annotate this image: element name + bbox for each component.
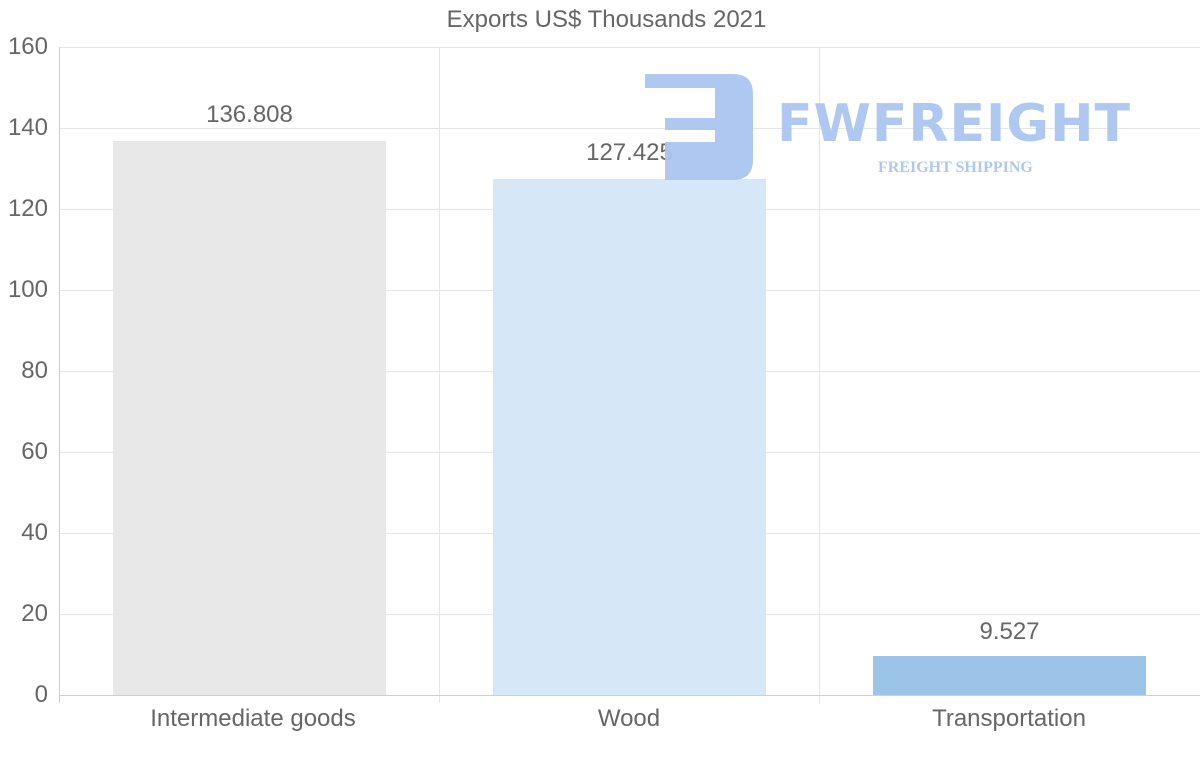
bar-transportation[interactable] [873, 656, 1146, 695]
gridline [819, 47, 820, 703]
gridline [439, 47, 440, 703]
x-label-transportation: Transportation [932, 705, 1086, 732]
y-tick-60: 60 [21, 438, 48, 465]
y-tick-160: 160 [7, 33, 48, 60]
y-tick-20: 20 [21, 600, 48, 627]
plot-area: 136.808 127.425 9.527 [59, 47, 1200, 703]
bar-value-label: 136.808 [206, 101, 293, 128]
y-tick-140: 140 [7, 114, 48, 141]
y-tick-120: 120 [7, 195, 48, 222]
bar-value-label: 127.425 [586, 139, 673, 166]
x-axis-line [59, 695, 1200, 696]
x-label-intermediate-goods: Intermediate goods [150, 705, 356, 732]
y-axis-line [59, 47, 60, 703]
chart-title: Exports US$ Thousands 2021 [446, 6, 767, 33]
gridline [59, 128, 1200, 129]
y-tick-0: 0 [34, 681, 48, 708]
bar-intermediate-goods[interactable] [113, 141, 386, 695]
y-tick-100: 100 [7, 276, 48, 303]
y-tick-40: 40 [21, 519, 48, 546]
bar-value-label: 9.527 [979, 618, 1040, 645]
gridline [59, 47, 1200, 48]
x-label-wood: Wood [597, 705, 661, 732]
y-tick-80: 80 [21, 357, 48, 384]
bar-wood[interactable] [493, 179, 766, 695]
